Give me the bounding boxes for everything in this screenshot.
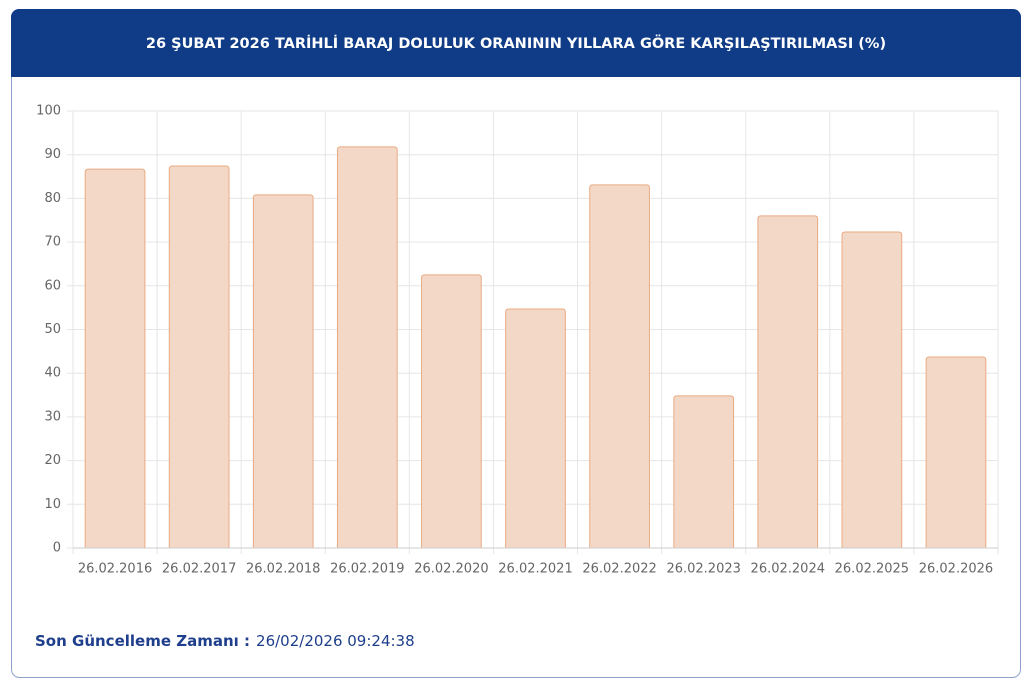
x-tick-label: 26.02.2020 [414,562,488,577]
y-tick-label: 20 [44,453,61,468]
y-tick-label: 10 [44,497,61,512]
bar [336,146,398,549]
footer-label: Son Güncelleme Zamanı : [35,632,250,650]
y-tick-label: 60 [44,278,61,293]
x-tick-label: 26.02.2021 [498,562,572,577]
y-tick-label: 80 [44,191,61,206]
x-tick-label: 26.02.2019 [330,562,404,577]
bar [84,168,146,549]
y-tick-label: 70 [44,235,61,250]
y-tick-label: 50 [44,322,61,337]
bar [168,165,230,549]
bar [841,231,903,549]
x-tick-label: 26.02.2024 [751,562,825,577]
bar [673,395,735,549]
y-tick-label: 30 [44,409,61,424]
footer-value: 26/02/2026 09:24:38 [256,632,415,650]
x-tick-label: 26.02.2025 [835,562,909,577]
header [11,9,1021,77]
footer: Son Güncelleme Zamanı : 26/02/2026 09:24:… [35,632,415,650]
y-tick-label: 40 [44,366,61,381]
x-tick-label: 26.02.2016 [78,562,152,577]
x-tick-label: 26.02.2023 [666,562,740,577]
bar [505,308,566,549]
y-tick-label: 90 [44,147,61,162]
y-tick-label: 100 [36,104,61,119]
bar [421,274,482,549]
x-tick-label: 26.02.2017 [162,562,236,577]
chart-title: 26 ŞUBAT 2026 TARİHLİ BARAJ DOLULUK ORAN… [146,34,886,52]
x-tick-label: 26.02.2022 [582,562,656,577]
x-tick-label: 26.02.2018 [246,562,320,577]
bar [252,194,314,549]
y-tick-label: 0 [53,541,61,556]
x-tick-label: 26.02.2026 [919,562,993,577]
bar [757,215,819,549]
bar [589,184,650,549]
bar [925,356,987,549]
